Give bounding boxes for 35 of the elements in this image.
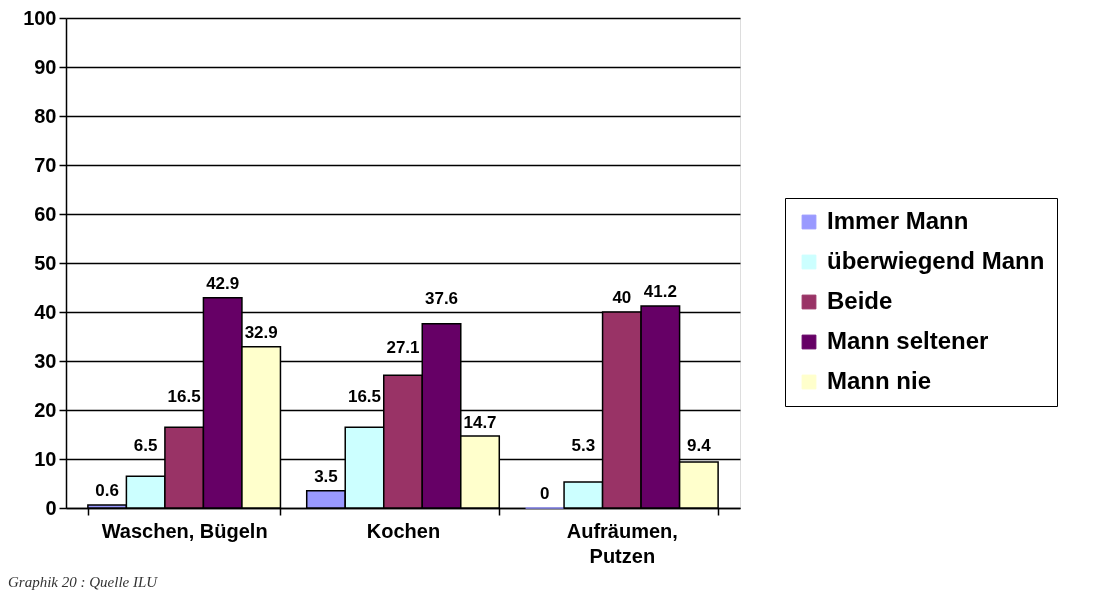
data-label: 14.7 (463, 412, 497, 432)
data-label: 16.5 (167, 387, 201, 407)
data-label: 41.2 (643, 282, 677, 302)
x-tick-label: Waschen, Bügeln (101, 519, 268, 542)
y-tick-label: 70 (34, 153, 57, 176)
y-tick-label: 10 (34, 447, 57, 470)
legend-label: Mann seltener (827, 327, 989, 354)
y-tick-label: 30 (34, 349, 57, 372)
data-label: 42.9 (206, 273, 240, 293)
legend-label: Mann nie (827, 367, 932, 394)
y-tick-label: 20 (34, 398, 57, 421)
data-label: 27.1 (386, 338, 420, 358)
data-label: 0 (540, 484, 550, 503)
data-label: 3.5 (314, 466, 338, 486)
y-tick-label: 50 (34, 251, 57, 274)
y-tick-label: 80 (34, 104, 57, 127)
data-label: 32.9 (244, 322, 278, 342)
x-tick-label: Kochen (366, 519, 441, 542)
y-tick-label: 60 (34, 202, 57, 225)
y-tick-label: 0 (45, 496, 57, 519)
data-label: 37.6 (424, 288, 459, 308)
legend-label: überwiegend Mann (827, 247, 1045, 274)
legend-label: Beide (827, 287, 893, 314)
data-label: 16.5 (347, 387, 382, 407)
y-tick-label: 90 (34, 55, 57, 78)
data-label: 6.5 (133, 436, 158, 456)
data-label: 9.4 (687, 436, 712, 456)
x-tick-label: Aufräumen, Putzen (566, 519, 678, 567)
text: Graphik 20 : Quelle ILU (8, 574, 159, 590)
data-label: 5.3 (571, 436, 596, 456)
y-tick-label: 100 (23, 6, 57, 29)
data-label: 40 (612, 288, 632, 307)
legend-label: Immer Mann (827, 207, 969, 234)
y-tick-label: 40 (34, 300, 57, 323)
data-label: 0.6 (95, 481, 119, 501)
